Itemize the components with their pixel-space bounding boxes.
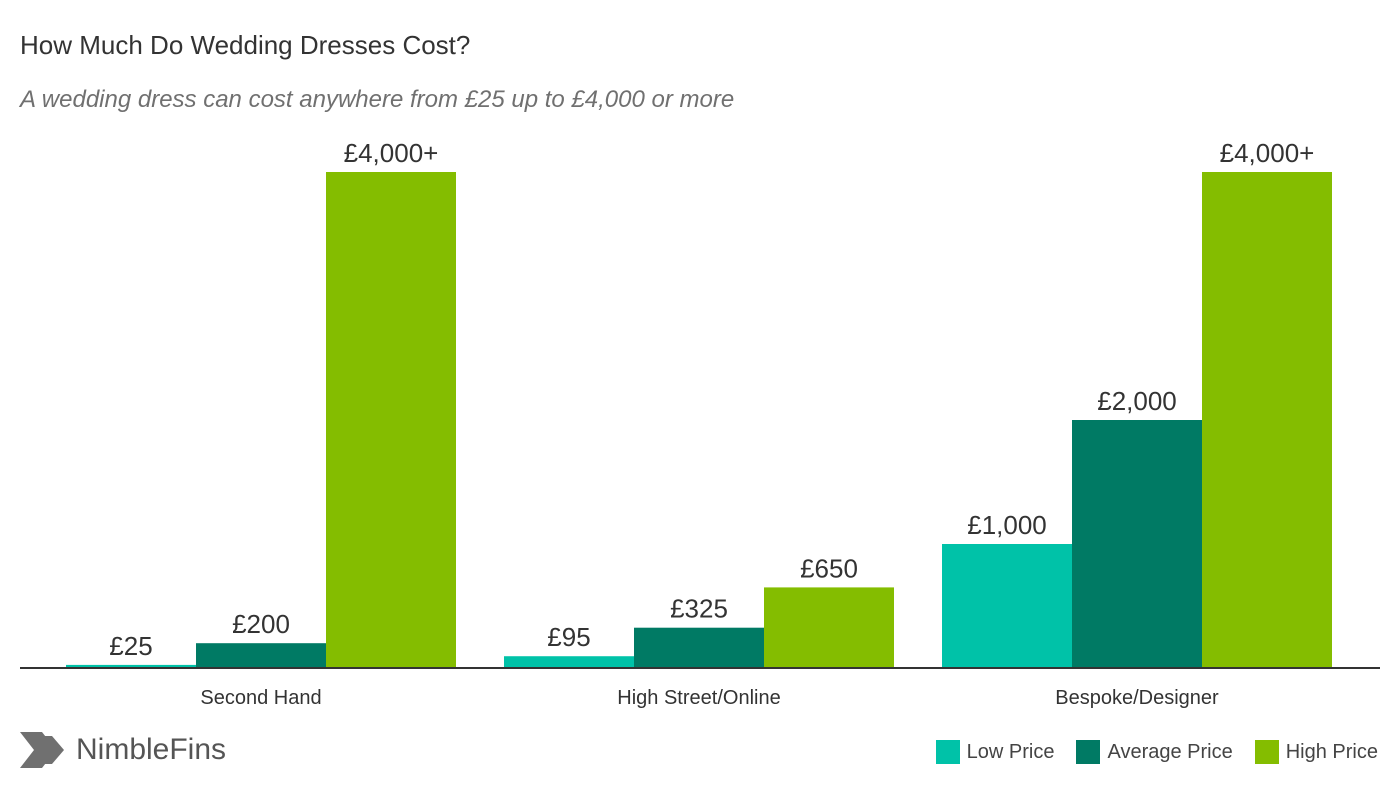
data-label-bespoke-designer-low-price: £1,000 [967,510,1047,540]
x-tick-label-second-hand: Second Hand [200,687,321,709]
data-label-high-street-online-average-price: £325 [670,594,728,624]
data-label-second-hand-average-price: £200 [232,609,290,639]
chart-subtitle: A wedding dress can cost anywhere from £… [20,86,735,113]
legend-item-high: High Price [1254,740,1378,764]
bar-second-hand-high-price [326,172,456,668]
legend-swatch-high [1254,740,1279,764]
data-label-second-hand-low-price: £25 [109,631,152,661]
bar-bespoke-designer-high-price [1202,172,1332,668]
legend-item-low: Low Price [935,740,1055,764]
legend-label-high: High Price [1285,740,1378,763]
logo-text: NimbleFins [76,733,227,766]
data-label-high-street-online-high-price: £650 [800,553,858,583]
bar-bespoke-designer-average-price [1072,420,1202,668]
x-tick-label-high-street-online: High Street/Online [617,687,780,709]
legend-swatch-average [1076,740,1101,764]
legend-item-average: Average Price [1076,740,1233,764]
chart-legend: Low Price Average Price High Price [914,740,1378,764]
nimblefins-chevron-icon [20,732,64,768]
bar-second-hand-low-price [66,664,196,668]
chart-title: How Much Do Wedding Dresses Cost? [20,30,471,60]
data-label-second-hand-high-price: £4,000+ [344,138,439,168]
bar-high-street-online-high-price [764,587,894,668]
data-label-bespoke-designer-average-price: £2,000 [1097,386,1177,416]
data-label-bespoke-designer-high-price: £4,000+ [1220,138,1315,168]
x-tick-label-bespoke-designer: Bespoke/Designer [1055,687,1219,709]
bar-bespoke-designer-low-price [942,544,1072,668]
legend-label-average: Average Price [1107,740,1233,763]
data-label-high-street-online-low-price: £95 [547,622,590,652]
bar-second-hand-average-price [196,643,326,668]
nimblefins-logo: NimbleFins [20,730,226,770]
bar-high-street-online-low-price [504,656,634,668]
legend-swatch-low [935,740,960,764]
bar-chart: £25 £200 £4,000+ Second Hand £95 £325 £650 High… [20,138,1380,709]
bar-high-street-online-average-price [634,627,764,668]
legend-label-low: Low Price [966,740,1055,763]
